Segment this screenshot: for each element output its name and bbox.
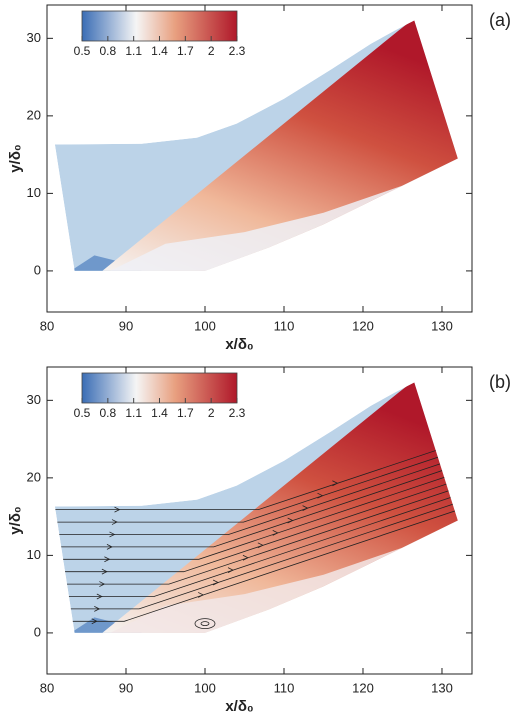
streamline bbox=[54, 474, 458, 573]
colorbar-tick-label: 1.7 bbox=[177, 44, 194, 58]
x-tick-label: 130 bbox=[431, 680, 453, 695]
x-tick-label: 120 bbox=[352, 318, 374, 333]
colorbar-tick-label: 1.4 bbox=[151, 44, 168, 58]
y-axis-label: y/δ₀ bbox=[7, 144, 24, 172]
streamline-arrow bbox=[91, 618, 98, 625]
x-axis-label: x/δ₀ bbox=[225, 336, 253, 353]
field-shock-region bbox=[102, 20, 458, 271]
colorbar-tick-label: 2.3 bbox=[229, 44, 246, 58]
streamline-arrow bbox=[109, 531, 116, 538]
streamline-arrow bbox=[302, 505, 309, 511]
colorbar-tick-label: 2.3 bbox=[229, 406, 246, 420]
streamline bbox=[54, 496, 458, 610]
x-tick-label: 110 bbox=[274, 318, 295, 333]
colorbar-tick-label: 2 bbox=[208, 44, 215, 58]
x-tick-label: 130 bbox=[431, 318, 453, 333]
streamline-arrow bbox=[212, 579, 219, 586]
recirculation bbox=[194, 618, 216, 630]
y-tick-label: 0 bbox=[34, 262, 41, 277]
colorbar-tick-label: 0.8 bbox=[99, 44, 116, 58]
streamline-arrow bbox=[94, 606, 101, 612]
streamline bbox=[54, 437, 458, 511]
streamline-arrow bbox=[332, 480, 339, 487]
streamline-arrow bbox=[106, 544, 113, 550]
streamline bbox=[54, 452, 458, 535]
x-tick-label: 90 bbox=[119, 680, 133, 695]
streamline-arrow bbox=[242, 554, 249, 561]
y-tick-label: 20 bbox=[27, 469, 41, 484]
field-shock-region bbox=[102, 382, 458, 633]
plot-frame bbox=[46, 4, 473, 313]
field bbox=[54, 382, 458, 633]
x-tick-label: 80 bbox=[40, 318, 54, 333]
streamline bbox=[54, 459, 458, 548]
y-tick-label: 30 bbox=[27, 30, 41, 45]
streamline bbox=[54, 467, 458, 560]
streamline-arrow bbox=[96, 593, 103, 600]
field-boundary-layer bbox=[110, 520, 458, 633]
plot-frame bbox=[46, 366, 473, 675]
streamline-arrow bbox=[287, 517, 294, 524]
y-tick-label: 30 bbox=[27, 392, 41, 407]
streamline-arrow bbox=[317, 492, 324, 499]
colorbar-tick-label: 1.1 bbox=[125, 44, 142, 58]
x-axis-label: x/δ₀ bbox=[225, 698, 253, 715]
x-tick-label: 100 bbox=[194, 318, 216, 333]
streamline-arrow bbox=[101, 568, 108, 575]
streamline-arrow bbox=[227, 567, 234, 573]
recirculation bbox=[200, 621, 210, 627]
panel-label: (b) bbox=[489, 372, 511, 392]
colorbar-tick-label: 0.5 bbox=[74, 406, 91, 420]
y-tick-label: 0 bbox=[34, 624, 41, 639]
x-tick-label: 90 bbox=[119, 318, 133, 333]
streamline-arrow bbox=[257, 542, 264, 549]
colorbar-tick-label: 0.5 bbox=[74, 44, 91, 58]
panel-label: (a) bbox=[489, 10, 511, 30]
x-tick-label: 100 bbox=[194, 680, 216, 695]
streamline-arrow bbox=[272, 530, 279, 536]
x-tick-label: 110 bbox=[274, 680, 295, 695]
streamline-arrow bbox=[104, 556, 111, 563]
field bbox=[54, 20, 458, 271]
field-boundary-layer bbox=[110, 158, 458, 271]
streamline-arrow bbox=[111, 519, 118, 525]
colorbar-tick-label: 1.7 bbox=[177, 406, 194, 420]
streamline-arrow bbox=[99, 581, 106, 587]
streamline bbox=[54, 482, 458, 585]
colorbar-tick-label: 0.8 bbox=[99, 406, 116, 420]
x-tick-label: 120 bbox=[352, 680, 374, 695]
y-axis-label: y/δ₀ bbox=[7, 506, 24, 534]
y-tick-label: 10 bbox=[27, 185, 41, 200]
colorbar-tick-label: 1.4 bbox=[151, 406, 168, 420]
streamline bbox=[54, 489, 458, 597]
streamline bbox=[54, 504, 458, 622]
x-tick-label: 80 bbox=[40, 680, 54, 695]
streamline-arrow bbox=[197, 592, 205, 598]
streamline-arrow bbox=[114, 506, 121, 513]
y-tick-label: 20 bbox=[27, 107, 41, 122]
y-tick-label: 10 bbox=[27, 547, 41, 562]
colorbar-tick-label: 1.1 bbox=[125, 406, 142, 420]
colorbar-tick-label: 2 bbox=[208, 406, 215, 420]
